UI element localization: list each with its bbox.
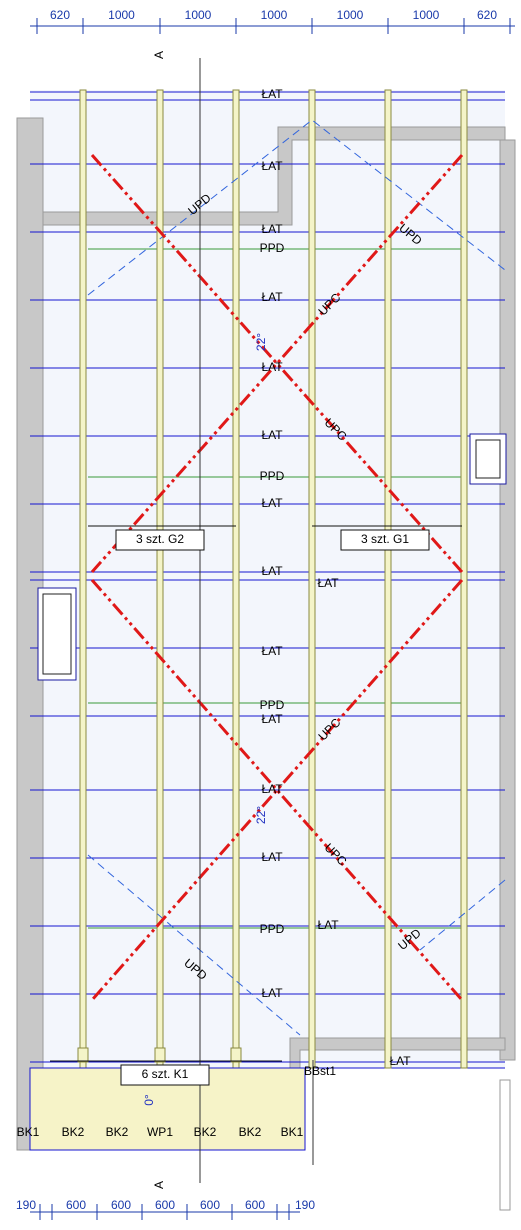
- window-left-inner: [42, 593, 72, 675]
- section-mark: A: [152, 1181, 166, 1189]
- dim-label: 1000: [261, 8, 288, 22]
- group-label: 3 szt. G1: [361, 532, 409, 546]
- membrane-label: PPD: [260, 698, 285, 712]
- group-label: 3 szt. G2: [136, 532, 184, 546]
- membrane-lines: [88, 248, 462, 929]
- batten-label: ŁAT: [261, 712, 283, 726]
- rafter: [232, 89, 240, 1069]
- dim-label: 1000: [185, 8, 212, 22]
- batten-label: ŁAT: [261, 782, 283, 796]
- dim-label: 1000: [108, 8, 135, 22]
- bbst-label: BBst1: [304, 1064, 336, 1078]
- diamond: [87, 854, 506, 1036]
- dim-label: 600: [155, 1198, 175, 1212]
- dim-label: 620: [477, 8, 497, 22]
- batten-label: ŁAT: [261, 87, 283, 101]
- bracing: [90, 154, 464, 1001]
- batten-label: ŁAT: [261, 159, 283, 173]
- window-right-inner: [475, 439, 501, 479]
- slope-label: 22°: [254, 806, 268, 824]
- dim-label: 600: [200, 1198, 220, 1212]
- group-label: 6 szt. K1: [142, 1067, 189, 1081]
- dim-label: 620: [50, 8, 70, 22]
- batten-label: ŁAT: [261, 360, 283, 374]
- dim-label: 600: [66, 1198, 86, 1212]
- membrane-label: PPD: [260, 469, 285, 483]
- bk-label: BK2: [194, 1125, 217, 1139]
- batten-label: ŁAT: [261, 850, 283, 864]
- dim-label: 190: [16, 1198, 36, 1212]
- batten-label: ŁAT: [317, 576, 339, 590]
- wall-right-end: [499, 1079, 511, 1211]
- rafter-end: [154, 1047, 166, 1063]
- batten-label: ŁAT: [261, 222, 283, 236]
- slope-label: 22°: [254, 333, 268, 351]
- membrane-label: PPD: [260, 922, 285, 936]
- roof-area: [30, 90, 505, 1068]
- batten-label: ŁAT: [317, 918, 339, 932]
- dim-label: 190: [295, 1198, 315, 1212]
- rafter: [460, 89, 468, 1069]
- membrane-label: PPD: [260, 241, 285, 255]
- bk-label: BK1: [281, 1125, 304, 1139]
- slope-label: 0°: [142, 1094, 156, 1106]
- group-box: [340, 529, 430, 551]
- bk-label: BK2: [62, 1125, 85, 1139]
- rafter-end: [230, 1047, 242, 1063]
- rafter-end: [77, 1047, 89, 1063]
- brace: [90, 579, 464, 1001]
- batten-label: ŁAT: [261, 496, 283, 510]
- rafter: [308, 89, 316, 1069]
- batten-label: ŁAT: [261, 564, 283, 578]
- batten-label: ŁAT: [261, 290, 283, 304]
- bk-label: WP1: [147, 1125, 173, 1139]
- dim-label: 1000: [337, 8, 364, 22]
- dim-label: 1000: [413, 8, 440, 22]
- group-box: [120, 1064, 210, 1086]
- brace: [90, 579, 464, 1001]
- group-box: [115, 529, 205, 551]
- batten-label: ŁAT: [261, 986, 283, 1000]
- batten-lines: [30, 91, 505, 1069]
- batten-label: ŁAT: [261, 644, 283, 658]
- batten-label: ŁAT: [389, 1054, 411, 1068]
- rafter: [79, 89, 87, 1069]
- section-mark: A: [152, 51, 166, 59]
- bk-label: BK2: [239, 1125, 262, 1139]
- bk-label: BK2: [106, 1125, 129, 1139]
- dim-label: 600: [245, 1198, 265, 1212]
- wall-right: [499, 139, 516, 1061]
- dimensions: [30, 18, 515, 1220]
- batten-label: ŁAT: [261, 428, 283, 442]
- bk-label: BK1: [17, 1125, 40, 1139]
- dim-label: 600: [111, 1198, 131, 1212]
- rafter: [384, 89, 392, 1069]
